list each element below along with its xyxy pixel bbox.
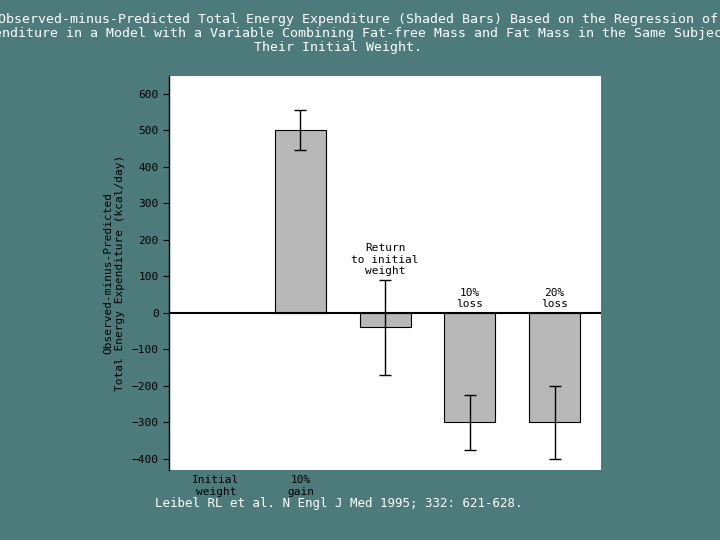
Text: Energy Expenditure in a Model with a Variable Combining Fat-free Mass and Fat Ma: Energy Expenditure in a Model with a Var… <box>0 27 720 40</box>
Text: Leibel RL et al. N Engl J Med 1995; 332: 621-628.: Leibel RL et al. N Engl J Med 1995; 332:… <box>155 497 522 510</box>
Bar <box>529 313 580 422</box>
Text: 10%
loss: 10% loss <box>456 288 483 309</box>
Text: 10%
gain: 10% gain <box>287 475 314 497</box>
Text: Initial
weight: Initial weight <box>192 475 240 497</box>
Text: Mean (±SD) Observed-minus-Predicted Total Energy Expenditure (Shaded Bars) Based: Mean (±SD) Observed-minus-Predicted Tota… <box>0 14 720 26</box>
Y-axis label: Observed-minus-Predicted
Total Energy Expenditure (kcal/day): Observed-minus-Predicted Total Energy Ex… <box>103 154 125 391</box>
Bar <box>444 313 495 422</box>
Text: 20%
loss: 20% loss <box>541 288 568 309</box>
Text: Return
to initial
weight: Return to initial weight <box>351 243 419 276</box>
Text: Their Initial Weight.: Their Initial Weight. <box>254 40 423 53</box>
Bar <box>360 313 410 327</box>
Bar <box>275 130 326 313</box>
